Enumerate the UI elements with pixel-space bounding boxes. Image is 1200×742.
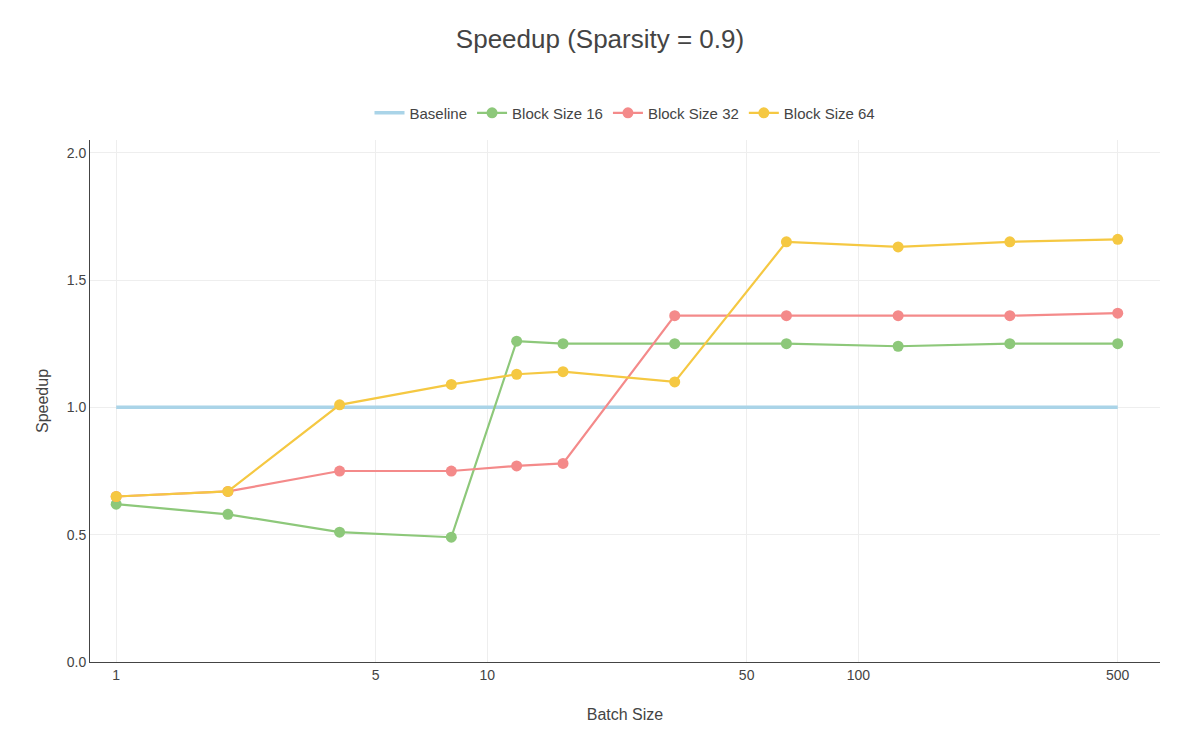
svg-text:Speedup (Sparsity = 0.9): Speedup (Sparsity = 0.9): [456, 24, 744, 54]
svg-text:2.0: 2.0: [67, 145, 87, 161]
svg-text:Batch Size: Batch Size: [587, 706, 664, 723]
svg-text:Block Size 64: Block Size 64: [784, 105, 875, 122]
svg-text:0.0: 0.0: [67, 654, 87, 670]
svg-text:5: 5: [372, 667, 380, 683]
svg-text:1.0: 1.0: [67, 399, 87, 415]
svg-text:1.5: 1.5: [67, 272, 87, 288]
svg-text:Block Size 16: Block Size 16: [512, 105, 603, 122]
svg-text:1: 1: [112, 667, 120, 683]
svg-text:Speedup: Speedup: [34, 369, 51, 433]
svg-text:0.5: 0.5: [67, 527, 87, 543]
svg-text:Block Size 32: Block Size 32: [648, 105, 739, 122]
svg-text:50: 50: [739, 667, 755, 683]
svg-text:500: 500: [1106, 667, 1130, 683]
svg-text:100: 100: [847, 667, 871, 683]
svg-text:Baseline: Baseline: [410, 105, 468, 122]
svg-text:10: 10: [479, 667, 495, 683]
